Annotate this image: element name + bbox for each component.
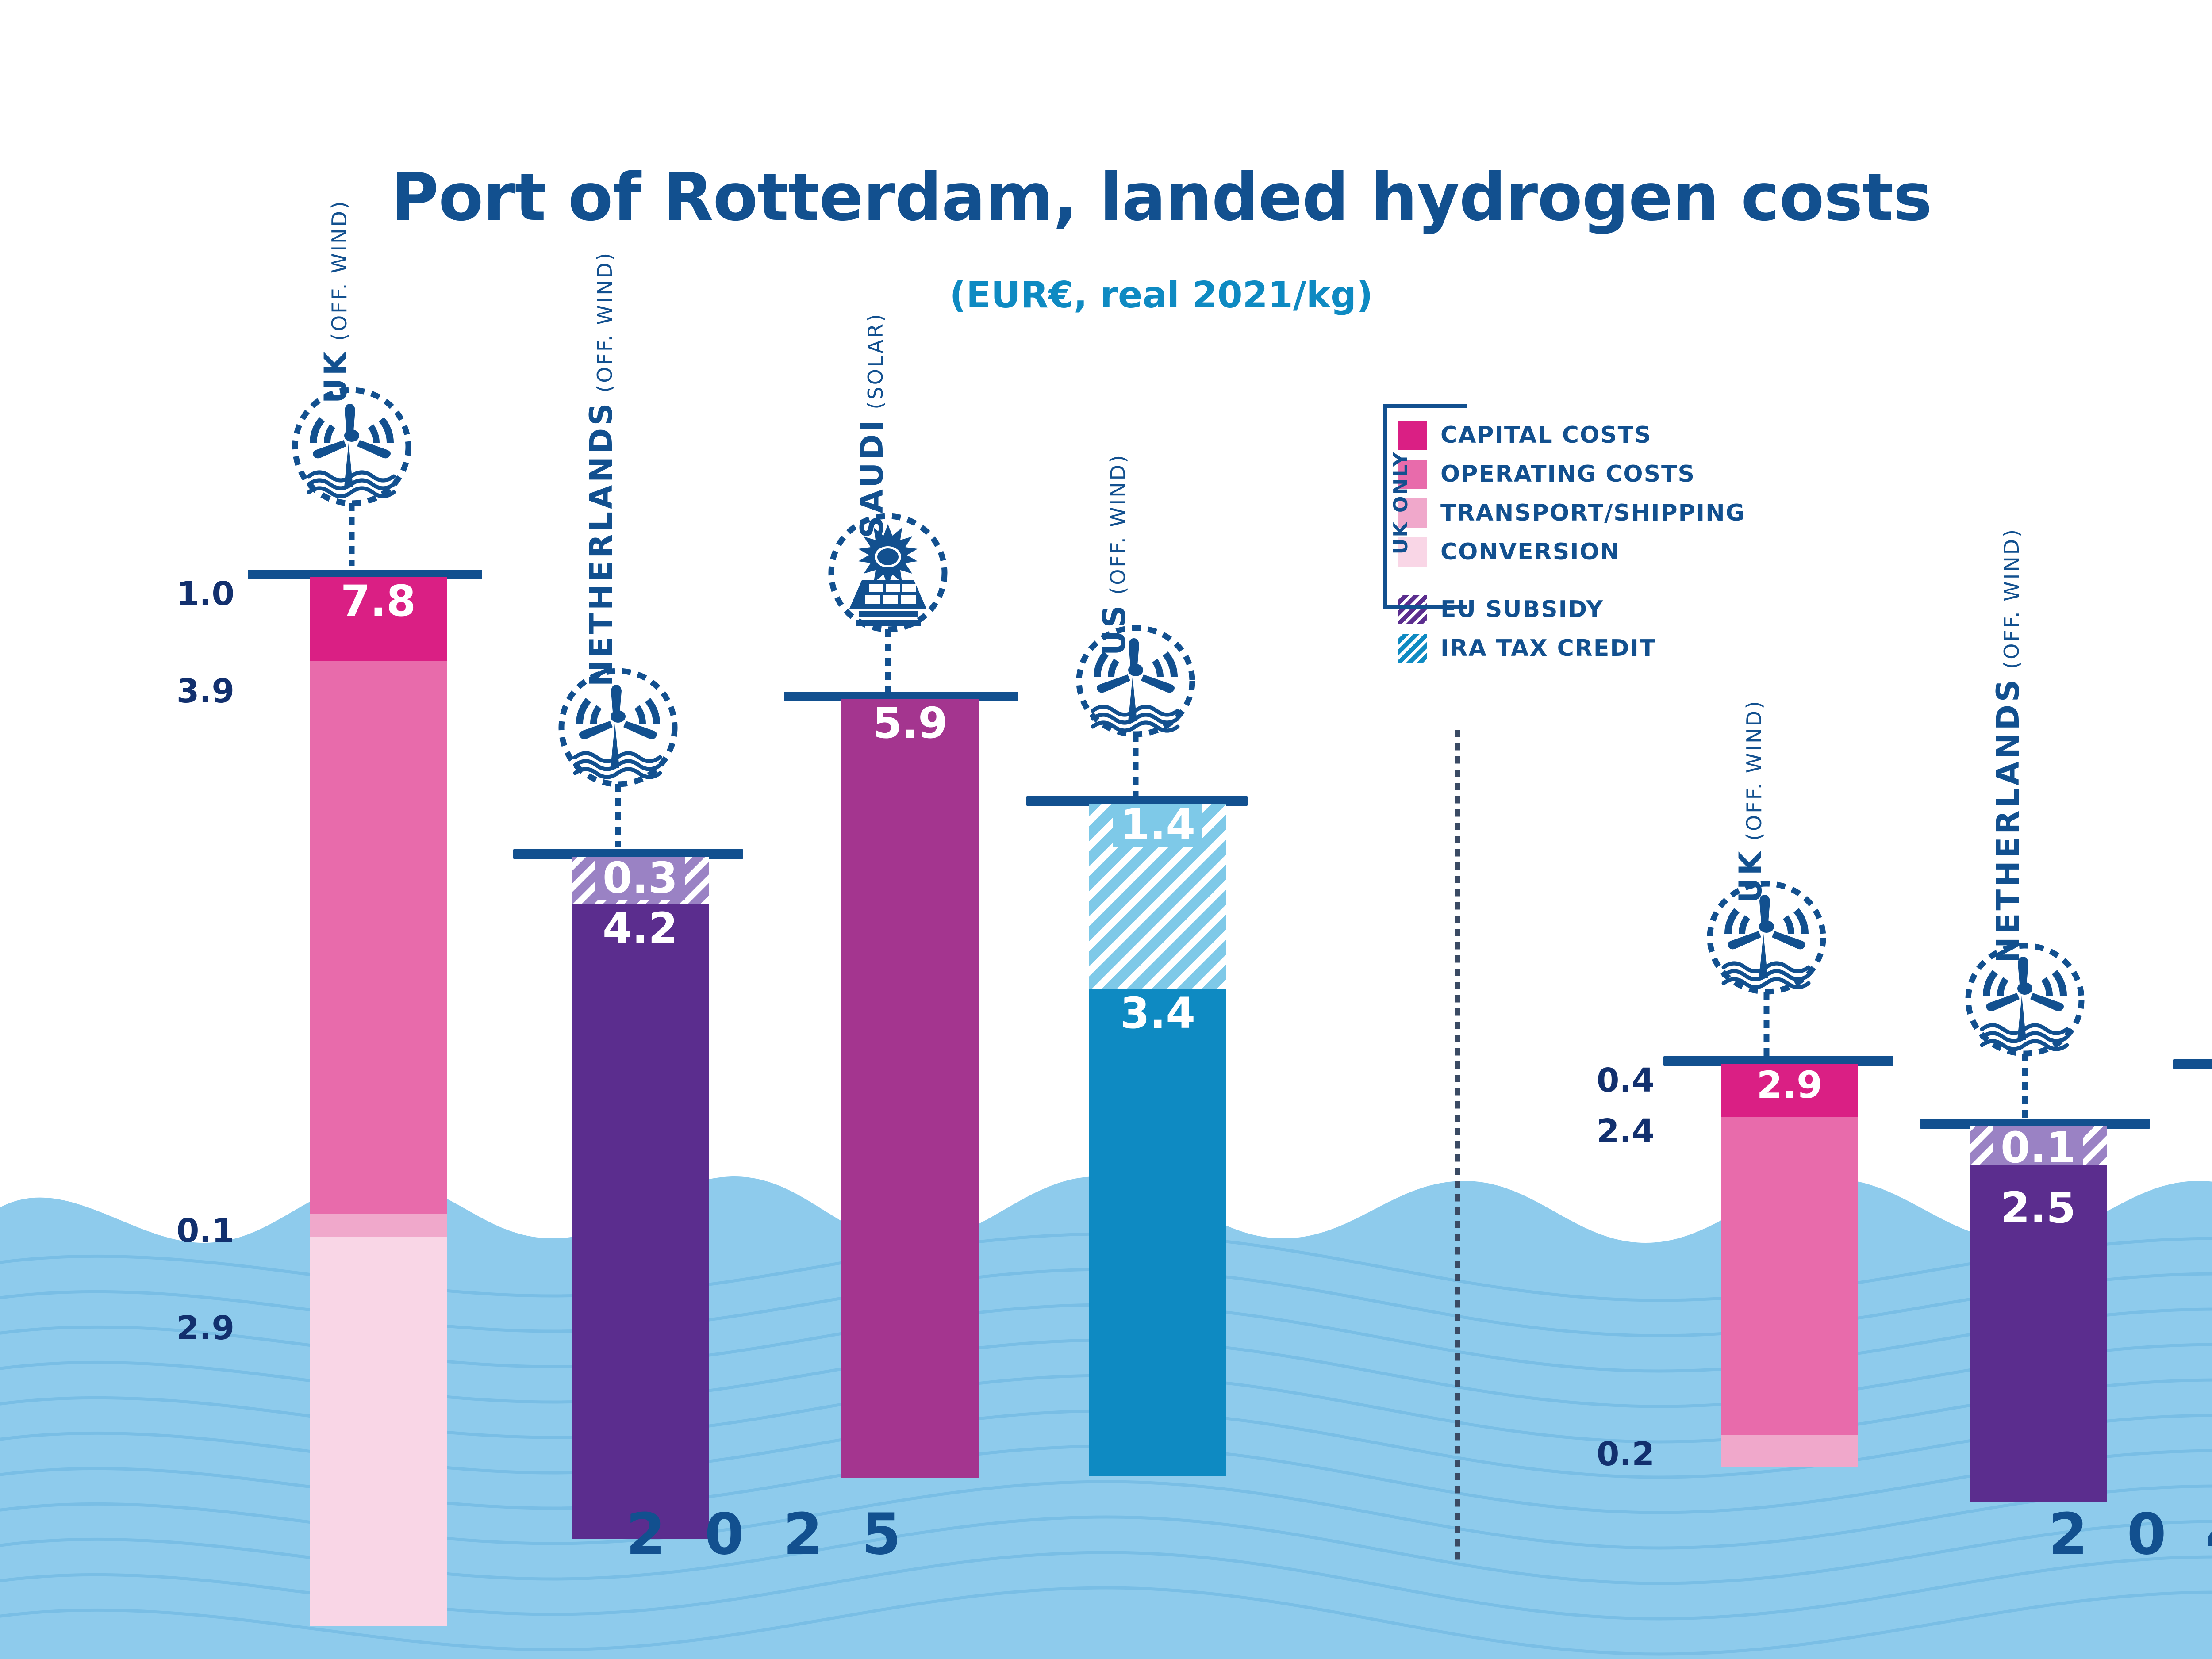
year-divider xyxy=(1455,730,1460,1561)
offshore-wind-icon-uk-2040 xyxy=(1707,869,1826,1059)
segment-cost: 5.9 xyxy=(841,699,979,1478)
segment-value: 1.4 xyxy=(1113,803,1203,847)
legend-item-eu-subsidy[interactable]: EU SUBSIDY xyxy=(1398,590,1745,629)
legend-item-conversion[interactable]: CONVERSION xyxy=(1398,533,1745,571)
year-label-2025: 2 0 2 5 xyxy=(626,1502,911,1567)
country-source: (OFF. WIND) xyxy=(593,251,617,393)
segment-label-operating: 3.9 xyxy=(176,672,234,710)
bar-uk-2025: 7.8 xyxy=(310,577,447,1626)
bar-saudi-2025: 5.9 xyxy=(841,699,979,1478)
legend-item-operating-costs[interactable]: OPERATING COSTS xyxy=(1398,455,1745,494)
segment-conversion xyxy=(310,1237,447,1626)
segment-capital: 2.9 xyxy=(1721,1064,1858,1117)
segment-label-conversion: 2.9 xyxy=(176,1309,234,1347)
legend-swatch-ira-tax-credit xyxy=(1398,634,1427,663)
offshore-wind-icon-uk-2025 xyxy=(292,378,411,568)
year-label-2040: 2 0 4 0 xyxy=(2048,1502,2212,1567)
segment-value: 0.3 xyxy=(595,856,685,900)
baseline-saudi-2025 xyxy=(784,692,1018,701)
legend-swatch-operating-costs xyxy=(1398,460,1427,489)
offshore-wind-icon-us-2025 xyxy=(1076,613,1195,803)
segment-cost: 2.5 xyxy=(1970,1165,2107,1502)
page-title: Port of Rotterdam, landed hydrogen costs xyxy=(391,159,1932,235)
baseline-us-2025 xyxy=(1026,796,1248,806)
legend-label-conversion: CONVERSION xyxy=(1440,539,1621,565)
country-label-netherlands-2025: NETHERLANDS (OFF. WIND) xyxy=(583,251,619,686)
baseline-netherlands-2040 xyxy=(1920,1119,2150,1129)
country-source: (OFF. WIND) xyxy=(1106,453,1130,595)
segment-cost: 3.4 xyxy=(1089,989,1226,1476)
baseline-netherlands-2025 xyxy=(513,849,743,859)
segment-capital: 7.8 xyxy=(310,577,447,661)
legend-item-transport-shipping[interactable]: TRANSPORT/SHIPPING xyxy=(1398,494,1745,533)
segment-operating xyxy=(1721,1117,1858,1435)
segment-value: 0.1 xyxy=(1993,1126,2083,1170)
bar-total-value: 4.2 xyxy=(602,904,678,953)
bar-total-value: 3.4 xyxy=(1120,989,1196,1038)
offshore-wind-icon-netherlands-2025 xyxy=(558,659,678,849)
bar-netherlands-2040: 0.1 2.5 xyxy=(1970,1126,2107,1502)
segment-label-capital: 0.4 xyxy=(1596,1061,1655,1100)
bar-total-value: 2.5 xyxy=(2000,1183,2076,1233)
legend-item-capital-costs[interactable]: CAPITAL COSTS xyxy=(1398,416,1745,455)
legend-swatch-capital-costs xyxy=(1398,421,1427,450)
legend-label-ira-tax-credit: IRA TAX CREDIT xyxy=(1440,635,1656,662)
chart-legend: UK ONLY CAPITAL COSTS OPERATING COSTS TR… xyxy=(1383,404,1745,668)
baseline-saudi-2040 xyxy=(2173,1059,2212,1069)
country-name: NETHERLANDS xyxy=(1990,677,2026,963)
country-source: (SOLAR) xyxy=(864,312,887,410)
bar-total-value: 7.8 xyxy=(340,576,416,626)
bar-uk-2040: 2.9 xyxy=(1721,1064,1858,1467)
legend-swatch-transport-shipping xyxy=(1398,498,1427,528)
bar-netherlands-2025: 0.3 4.2 xyxy=(572,856,709,1539)
legend-label-operating-costs: OPERATING COSTS xyxy=(1440,461,1695,487)
uk-only-text: UK ONLY xyxy=(1390,451,1413,554)
page-subtitle: (EUR€, real 2021/kg) xyxy=(949,274,1373,316)
segment-eu-subsidy: 0.3 xyxy=(572,856,709,904)
segment-label-transport: 0.1 xyxy=(176,1212,234,1250)
legend-swatch-conversion xyxy=(1398,537,1427,567)
country-source: (OFF. WIND) xyxy=(2000,527,2024,669)
offshore-wind-icon-netherlands-2040 xyxy=(1965,931,2085,1121)
uk-only-label: UK ONLY xyxy=(1349,416,1452,589)
legend-label-capital-costs: CAPITAL COSTS xyxy=(1440,422,1652,448)
country-source: (OFF. WIND) xyxy=(1742,699,1766,841)
legend-swatch-eu-subsidy xyxy=(1398,595,1427,624)
segment-eu-subsidy: 0.1 xyxy=(1970,1126,2107,1170)
segment-label-operating: 2.4 xyxy=(1596,1112,1655,1150)
segment-label-capital: 1.0 xyxy=(176,575,234,613)
segment-transport xyxy=(310,1214,447,1237)
solar-panel-icon-saudi-2025 xyxy=(828,504,948,694)
segment-cost: 4.2 xyxy=(572,904,709,1539)
legend-item-ira-tax-credit[interactable]: IRA TAX CREDIT xyxy=(1398,629,1745,668)
country-label-netherlands-2040: NETHERLANDS (OFF. WIND) xyxy=(1990,528,2026,963)
bar-total-value: 5.9 xyxy=(872,698,948,748)
baseline-uk-2040 xyxy=(1663,1056,1893,1066)
bar-us-2025: 1.4 3.4 xyxy=(1089,803,1226,1476)
segment-operating xyxy=(310,661,447,1214)
segment-transport xyxy=(1721,1435,1858,1467)
country-name: NETHERLANDS xyxy=(583,400,619,686)
legend-label-eu-subsidy: EU SUBSIDY xyxy=(1440,596,1604,623)
uk-only-brace xyxy=(1383,404,1467,609)
bar-total-value: 2.9 xyxy=(1756,1063,1823,1107)
segment-ira-tax-credit: 1.4 xyxy=(1089,803,1226,989)
legend-label-transport-shipping: TRANSPORT/SHIPPING xyxy=(1440,500,1746,526)
baseline-uk-2025 xyxy=(248,570,482,579)
segment-label-transport: 0.2 xyxy=(1596,1435,1655,1473)
